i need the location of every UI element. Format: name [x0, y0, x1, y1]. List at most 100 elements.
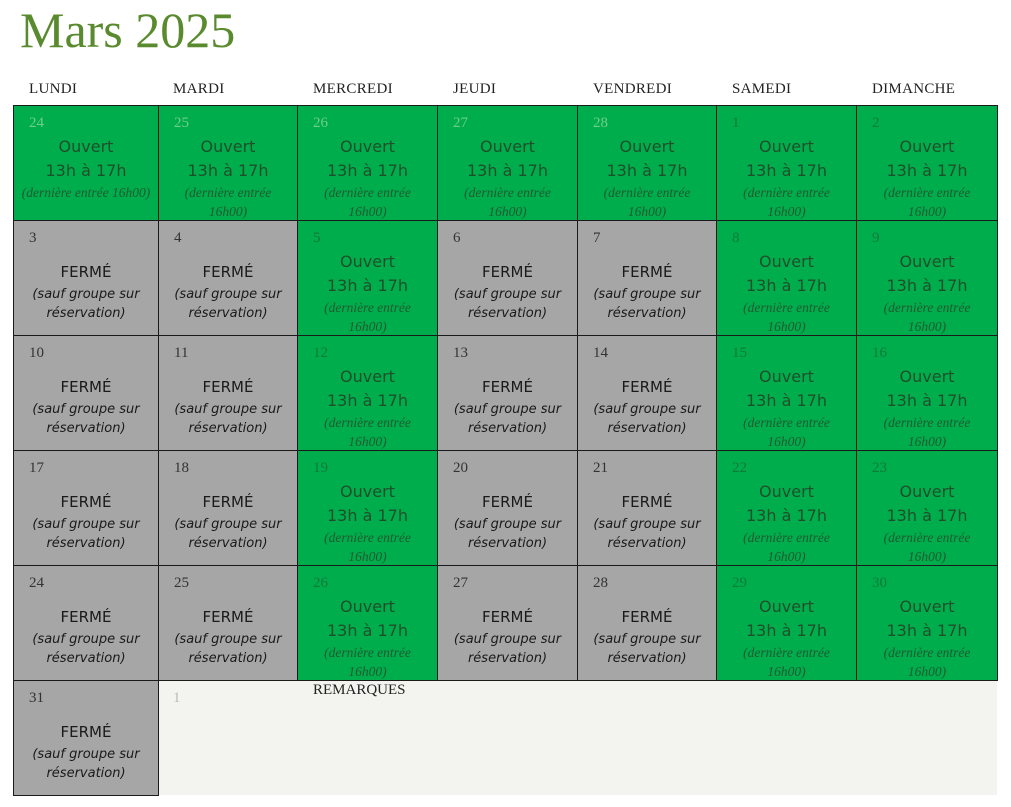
closed-label: FERMÉ [621, 608, 673, 626]
group-reservation-note: (sauf groupe sur réservation) [593, 287, 701, 321]
opening-hours: 13h à 17h [45, 161, 127, 180]
closed-label: FERMÉ [60, 263, 112, 281]
open-label: Ouvert [340, 597, 395, 616]
closed-label: FERMÉ [202, 493, 254, 511]
closed-label: FERMÉ [202, 378, 254, 396]
opening-hours: 13h à 17h [746, 276, 827, 295]
open-label: Ouvert [340, 482, 395, 501]
opening-hours: 13h à 17h [886, 506, 968, 525]
open-label: Ouvert [759, 482, 814, 501]
day-number: 24 [29, 115, 44, 131]
day-cell-closed: 17 FERMÉ (sauf groupe sur réservation) [13, 450, 159, 566]
open-label: Ouvert [340, 252, 395, 271]
calendar-grid: 1 REMARQUES 24 Ouvert 13h à 17h (dernière e… [13, 105, 998, 796]
group-reservation-note: (sauf groupe sur réservation) [32, 287, 140, 321]
day-cell-closed: 4 FERMÉ (sauf groupe sur réservation) [158, 220, 298, 336]
day-cell-open: 12 Ouvert 13h à 17h (dernière entrée 16h00) [297, 335, 438, 451]
day-number: 29 [732, 575, 747, 591]
last-entry-note: (dernière entrée 16h00) [464, 185, 551, 219]
day-cell-open: 28 Ouvert 13h à 17h (dernière entrée 16h00) [577, 105, 717, 221]
day-number: 28 [593, 575, 608, 591]
day-number: 28 [593, 115, 608, 131]
day-cell-closed: 18 FERMÉ (sauf groupe sur réservation) [158, 450, 298, 566]
closed-label: FERMÉ [621, 378, 673, 396]
weekday-header: SAMEDI [732, 81, 792, 97]
day-cell-open: 24 Ouvert 13h à 17h (dernière entrée 16h00) [13, 105, 159, 221]
day-number: 25 [174, 115, 189, 131]
day-number: 31 [29, 690, 44, 706]
last-entry-note: (dernière entrée 16h00) [324, 300, 411, 334]
closed-label: FERMÉ [482, 608, 533, 626]
last-entry-note: (dernière entrée 16h00) [883, 645, 971, 679]
last-entry-note: (dernière entrée 16h00) [883, 300, 971, 334]
day-cell-closed: 20 FERMÉ (sauf groupe sur réservation) [437, 450, 578, 566]
open-label: Ouvert [899, 137, 955, 156]
last-entry-note: (dernière entrée 16h00) [743, 185, 830, 219]
open-label: Ouvert [759, 252, 814, 271]
day-cell-closed: 24 FERMÉ (sauf groupe sur réservation) [13, 565, 159, 681]
group-reservation-note: (sauf groupe sur réservation) [32, 402, 140, 436]
opening-hours: 13h à 17h [327, 391, 408, 410]
day-number: 6 [453, 230, 461, 246]
last-entry-note: (dernière entrée 16h00) [743, 300, 830, 334]
day-cell-closed: 31 FERMÉ (sauf groupe sur réservation) [13, 680, 159, 796]
day-cell-open: 9 Ouvert 13h à 17h (dernière entrée 16h00) [856, 220, 998, 336]
weekday-header: LUNDI [29, 81, 78, 97]
day-cell-open: 19 Ouvert 13h à 17h (dernière entrée 16h00) [297, 450, 438, 566]
day-number: 10 [29, 345, 44, 361]
weekday-header: MARDI [173, 81, 225, 97]
day-cell-closed: 6 FERMÉ (sauf groupe sur réservation) [437, 220, 578, 336]
open-label: Ouvert [899, 482, 955, 501]
opening-hours: 13h à 17h [327, 621, 408, 640]
group-reservation-note: (sauf groupe sur réservation) [453, 287, 562, 321]
day-cell-closed: 27 FERMÉ (sauf groupe sur réservation) [437, 565, 578, 681]
open-label: Ouvert [340, 367, 395, 386]
page-title: Mars 2025 [20, 2, 236, 58]
opening-hours: 13h à 17h [746, 621, 827, 640]
day-number: 23 [872, 460, 887, 476]
day-cell-open: 5 Ouvert 13h à 17h (dernière entrée 16h00) [297, 220, 438, 336]
day-cell-open: 23 Ouvert 13h à 17h (dernière entrée 16h00) [856, 450, 998, 566]
day-number: 26 [313, 115, 328, 131]
day-cell-closed: 25 FERMÉ (sauf groupe sur réservation) [158, 565, 298, 681]
day-cell-open: 26 Ouvert 13h à 17h (dernière entrée 16h00) [297, 565, 438, 681]
open-label: Ouvert [619, 137, 675, 156]
open-label: Ouvert [200, 137, 256, 156]
open-label: Ouvert [899, 367, 955, 386]
day-number: 15 [732, 345, 747, 361]
last-entry-note: (dernière entrée 16h00) [324, 530, 411, 564]
opening-hours: 13h à 17h [886, 621, 968, 640]
last-entry-note: (dernière entrée 16h00) [743, 530, 830, 564]
day-number: 17 [29, 460, 44, 476]
opening-hours: 13h à 17h [886, 276, 968, 295]
day-cell-open: 22 Ouvert 13h à 17h (dernière entrée 16h00) [716, 450, 857, 566]
closed-label: FERMÉ [60, 493, 112, 511]
day-cell-open: 29 Ouvert 13h à 17h (dernière entrée 16h00) [716, 565, 857, 681]
opening-hours: 13h à 17h [606, 161, 688, 180]
opening-hours: 13h à 17h [886, 391, 968, 410]
open-label: Ouvert [480, 137, 535, 156]
day-number: 7 [593, 230, 601, 246]
opening-hours: 13h à 17h [886, 161, 968, 180]
last-entry-note: (dernière entrée 16h00) [883, 415, 971, 449]
day-cell-open: 27 Ouvert 13h à 17h (dernière entrée 16h00) [437, 105, 578, 221]
day-cell-closed: 14 FERMÉ (sauf groupe sur réservation) [577, 335, 717, 451]
closed-label: FERMÉ [621, 263, 673, 281]
day-cell-closed: 21 FERMÉ (sauf groupe sur réservation) [577, 450, 717, 566]
day-number: 2 [872, 115, 880, 131]
closed-label: FERMÉ [482, 493, 533, 511]
day-number: 18 [174, 460, 189, 476]
open-label: Ouvert [58, 137, 114, 156]
day-cell-closed: 11 FERMÉ (sauf groupe sur réservation) [158, 335, 298, 451]
weekday-header: JEUDI [453, 81, 497, 97]
group-reservation-note: (sauf groupe sur réservation) [453, 632, 562, 666]
day-cell-closed: 28 FERMÉ (sauf groupe sur réservation) [577, 565, 717, 681]
last-entry-note: (dernière entrée 16h00) [324, 415, 411, 449]
group-reservation-note: (sauf groupe sur réservation) [32, 747, 140, 781]
weekday-header: DIMANCHE [872, 81, 956, 97]
day-number: 27 [453, 575, 468, 591]
day-number: 22 [732, 460, 747, 476]
group-reservation-note: (sauf groupe sur réservation) [453, 517, 562, 551]
opening-hours: 13h à 17h [746, 506, 827, 525]
day-number: 24 [29, 575, 44, 591]
